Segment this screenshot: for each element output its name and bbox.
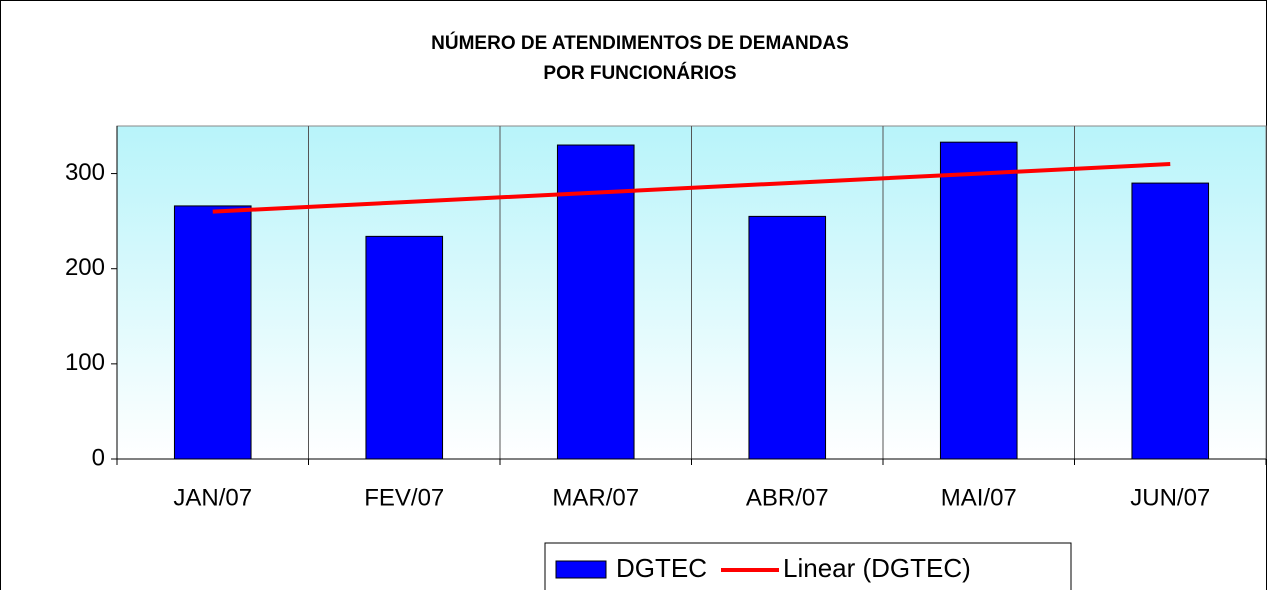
bar	[939, 141, 1018, 460]
x-tick-label: FEV/07	[364, 484, 444, 511]
x-tick-label: JAN/07	[173, 484, 252, 511]
legend	[544, 542, 1072, 590]
y-tick-label: 300	[65, 159, 105, 186]
bar	[173, 205, 252, 460]
legend-label: DGTEC	[616, 553, 707, 583]
bar	[365, 235, 444, 460]
y-tick-label: 0	[92, 444, 105, 471]
chart-title: NÚMERO DE ATENDIMENTOS DE DEMANDAS	[431, 32, 849, 54]
y-tick-label: 200	[65, 254, 105, 281]
legend-label: Linear (DGTEC)	[783, 553, 971, 583]
bar	[748, 215, 827, 460]
x-tick-label: MAI/07	[941, 484, 1017, 511]
y-tick-label: 100	[65, 349, 105, 376]
x-tick-label: ABR/07	[746, 484, 829, 511]
x-tick-label: JUN/07	[1130, 484, 1210, 511]
trend-line	[212, 162, 1171, 214]
chart-title: POR FUNCIONÁRIOS	[543, 62, 736, 84]
bar	[1131, 182, 1210, 460]
legend-swatch	[555, 560, 607, 579]
bar	[556, 144, 635, 460]
x-tick-label: MAR/07	[552, 484, 639, 511]
